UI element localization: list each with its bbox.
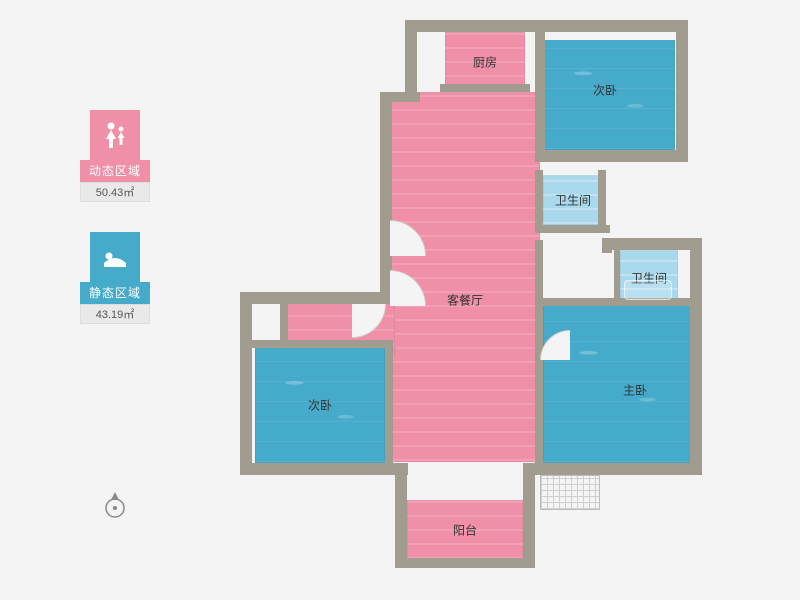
wall-16	[602, 238, 612, 253]
wall-13	[676, 20, 688, 160]
wall-5	[240, 292, 252, 472]
wall-17	[440, 84, 530, 92]
furn-wc2	[624, 280, 672, 300]
wall-8	[395, 558, 535, 568]
wall-15	[535, 32, 545, 157]
wall-0	[405, 20, 685, 32]
legend-static: 静态区域 43.19㎡	[80, 232, 150, 324]
compass-icon	[100, 490, 130, 520]
wall-24	[385, 340, 393, 465]
legend-static-value: 43.19㎡	[80, 304, 150, 324]
wall-1	[405, 20, 417, 92]
room-label-master: 主卧	[623, 382, 647, 399]
wall-6	[240, 463, 408, 475]
room-label-bed2a: 次卧	[593, 82, 617, 99]
wall-20	[598, 170, 606, 230]
wall-25	[248, 340, 388, 348]
wall-4	[240, 292, 390, 304]
wall-7	[395, 463, 407, 563]
wall-9	[523, 463, 535, 563]
legend-dynamic-value: 50.43㎡	[80, 182, 150, 202]
wall-14	[535, 150, 688, 162]
wall-26	[280, 302, 288, 344]
legend-dynamic: 动态区域 50.43㎡	[80, 110, 150, 202]
room-label-living: 客餐厅	[447, 292, 483, 309]
wall-11	[690, 240, 702, 475]
floorplan: 厨房客餐厅阳台次卧卫生间卫生间主卧次卧	[240, 20, 720, 575]
room-label-bed2b: 次卧	[308, 397, 332, 414]
room-label-wc1: 卫生间	[555, 192, 591, 209]
balcony-rail	[540, 475, 600, 510]
wall-10	[523, 463, 701, 475]
wall-19	[535, 170, 543, 230]
room-label-kitchen: 厨房	[473, 54, 497, 71]
room-master	[543, 305, 693, 463]
people-icon	[90, 110, 140, 160]
legend-static-title: 静态区域	[80, 282, 150, 304]
legend-dynamic-title: 动态区域	[80, 160, 150, 182]
legend: 动态区域 50.43㎡ 静态区域 43.19㎡	[80, 110, 150, 354]
room-label-balcony: 阳台	[453, 522, 477, 539]
wall-23	[614, 248, 620, 303]
sleep-icon	[90, 232, 140, 282]
